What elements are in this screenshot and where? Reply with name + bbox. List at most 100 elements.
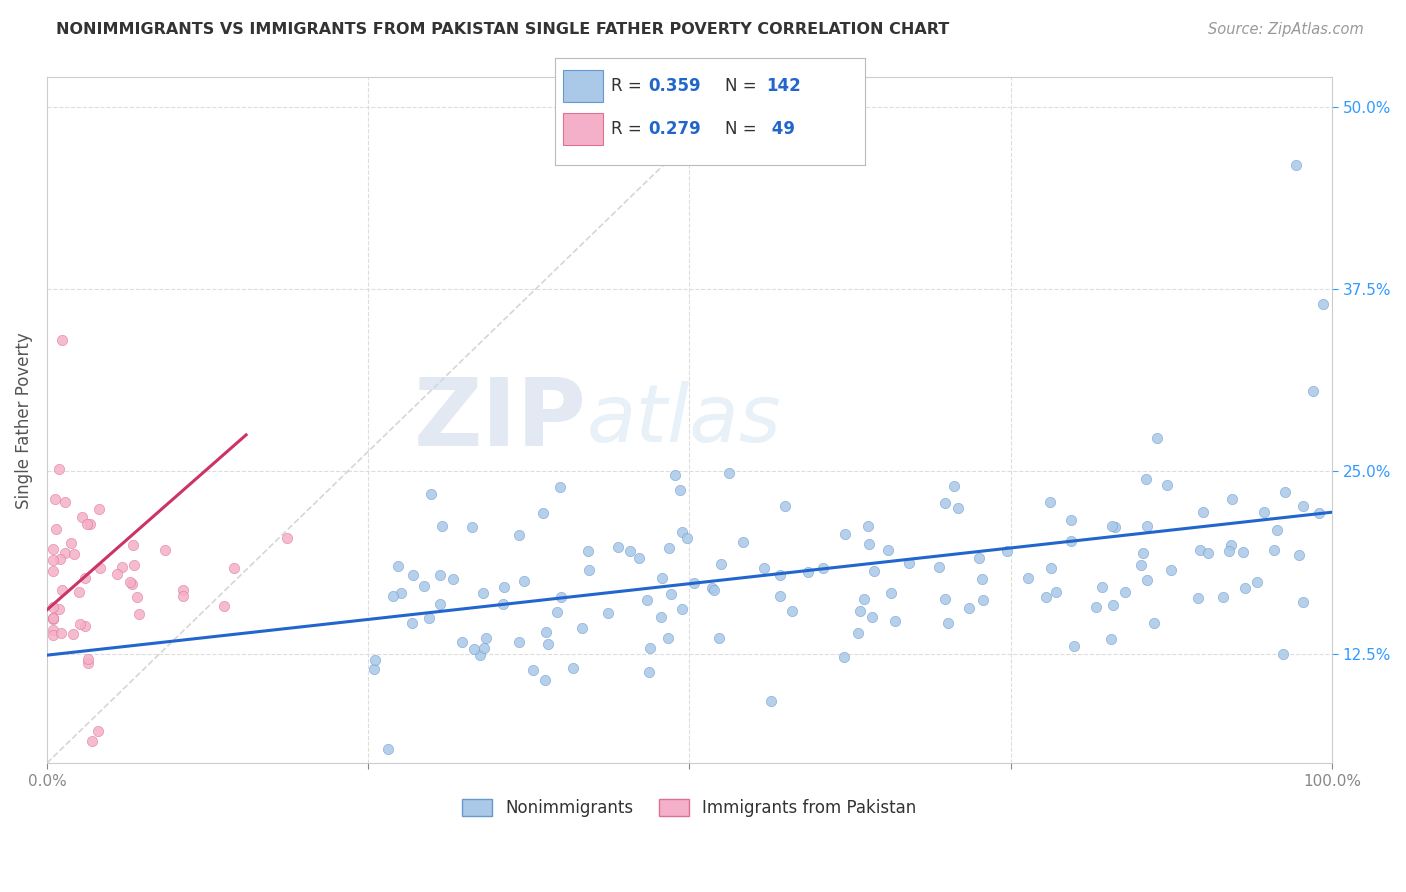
Point — [676, 531, 699, 545]
Point — [942, 478, 965, 492]
Point — [1035, 590, 1057, 604]
Point — [107, 566, 129, 581]
Point — [127, 590, 149, 604]
Point — [700, 582, 723, 596]
Point — [995, 544, 1018, 558]
Point — [863, 564, 886, 578]
Point — [42, 624, 65, 638]
Point — [363, 662, 385, 676]
Point — [508, 635, 530, 649]
Point — [402, 568, 425, 582]
Point — [658, 541, 681, 556]
Point — [472, 640, 495, 655]
Point — [546, 605, 568, 619]
Point — [1218, 543, 1240, 558]
Point — [880, 586, 903, 600]
Point — [1156, 478, 1178, 492]
Point — [548, 480, 571, 494]
Point — [89, 502, 111, 516]
Point — [898, 556, 921, 570]
Point — [522, 663, 544, 677]
Point — [1192, 504, 1215, 518]
FancyBboxPatch shape — [562, 113, 603, 145]
Point — [122, 558, 145, 572]
Point — [877, 542, 900, 557]
Point — [1285, 158, 1308, 172]
Point — [769, 589, 792, 603]
Point — [967, 550, 990, 565]
Point — [1274, 484, 1296, 499]
Point — [884, 615, 907, 629]
Point — [537, 637, 560, 651]
Point — [121, 576, 143, 591]
Point — [718, 466, 741, 480]
Point — [1302, 384, 1324, 398]
Point — [934, 496, 956, 510]
Point — [63, 547, 86, 561]
Point — [45, 522, 67, 536]
Point — [42, 541, 65, 556]
Point — [1271, 647, 1294, 661]
Point — [707, 631, 730, 645]
Point — [797, 565, 820, 579]
Point — [934, 591, 956, 606]
Point — [1232, 545, 1254, 559]
Point — [849, 604, 872, 618]
Point — [512, 574, 534, 589]
Point — [731, 535, 754, 549]
Text: ZIP: ZIP — [413, 375, 586, 467]
Point — [1246, 574, 1268, 589]
Point — [381, 589, 404, 603]
Point — [651, 571, 673, 585]
Legend: Nonimmigrants, Immigrants from Pakistan: Nonimmigrants, Immigrants from Pakistan — [456, 792, 924, 823]
Text: N =: N = — [725, 120, 762, 138]
Point — [1233, 582, 1256, 596]
Point — [1197, 546, 1219, 560]
Point — [1101, 519, 1123, 533]
Point — [627, 550, 650, 565]
Point — [70, 509, 93, 524]
Point — [1038, 495, 1060, 509]
Point — [77, 652, 100, 666]
Point — [598, 606, 620, 620]
Point — [276, 531, 298, 545]
Point — [1263, 542, 1285, 557]
Point — [1039, 561, 1062, 575]
Text: 0.359: 0.359 — [648, 77, 700, 95]
Point — [928, 559, 950, 574]
Point — [451, 634, 474, 648]
Point — [1265, 523, 1288, 537]
Point — [1160, 563, 1182, 577]
Point — [619, 544, 641, 558]
Point — [432, 518, 454, 533]
Point — [53, 494, 76, 508]
Point — [42, 611, 65, 625]
Point — [1308, 506, 1330, 520]
Point — [957, 600, 980, 615]
Point — [536, 625, 558, 640]
Point — [443, 572, 465, 586]
Point — [1045, 585, 1067, 599]
Point — [1136, 573, 1159, 587]
Point — [1136, 518, 1159, 533]
Point — [429, 597, 451, 611]
Point — [657, 631, 679, 645]
Point — [1085, 599, 1108, 614]
Point — [1017, 571, 1039, 585]
Point — [508, 527, 530, 541]
Point — [468, 648, 491, 663]
Point — [1101, 598, 1123, 612]
Point — [42, 628, 65, 642]
Point — [42, 611, 65, 625]
Point — [111, 560, 134, 574]
Point — [813, 561, 835, 575]
Point — [153, 543, 176, 558]
Point — [848, 626, 870, 640]
Point — [1090, 580, 1112, 594]
Point — [550, 590, 572, 604]
Point — [364, 653, 387, 667]
Point — [946, 501, 969, 516]
Point — [128, 607, 150, 622]
Point — [87, 724, 110, 739]
Y-axis label: Single Father Poverty: Single Father Poverty — [15, 332, 32, 508]
